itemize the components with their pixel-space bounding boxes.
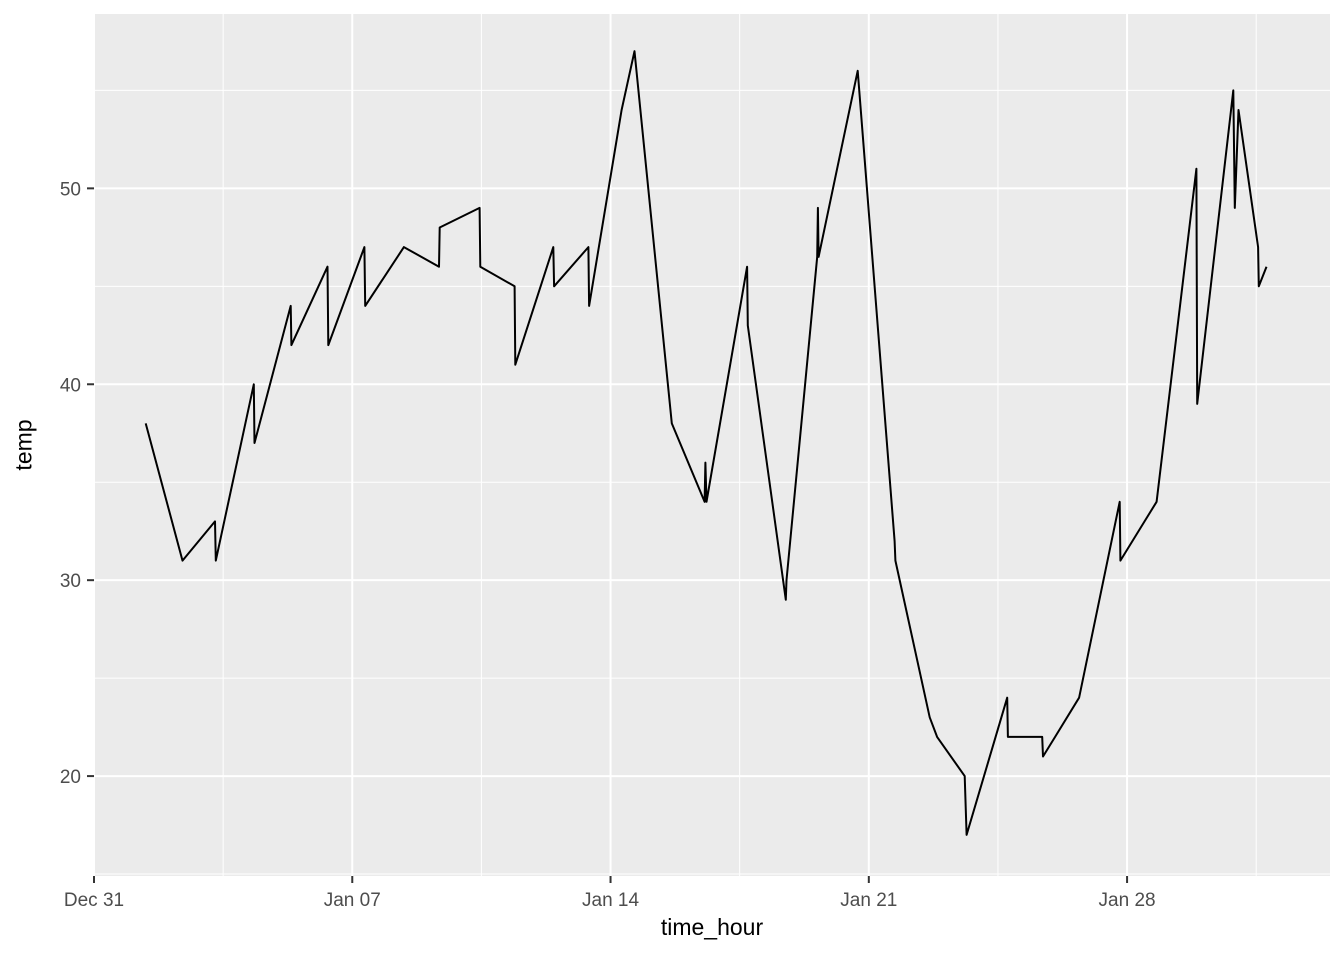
x-axis-title: time_hour <box>660 914 764 940</box>
y-tick-label: 30 <box>60 571 81 592</box>
y-axis-title: temp <box>10 419 37 471</box>
temp-line-series <box>144 50 1268 836</box>
y-tick-label: 40 <box>60 375 81 396</box>
plot-panel <box>94 14 1330 876</box>
x-tick-label: Dec 31 <box>64 890 124 911</box>
x-tick-label: Jan 14 <box>582 890 639 911</box>
y-tick-label: 20 <box>60 767 81 788</box>
y-tick-label: 50 <box>60 179 81 200</box>
x-tick-label: Jan 21 <box>840 890 897 911</box>
x-tick-label: Jan 07 <box>324 890 381 911</box>
x-tick-label: Jan 28 <box>1099 890 1156 911</box>
